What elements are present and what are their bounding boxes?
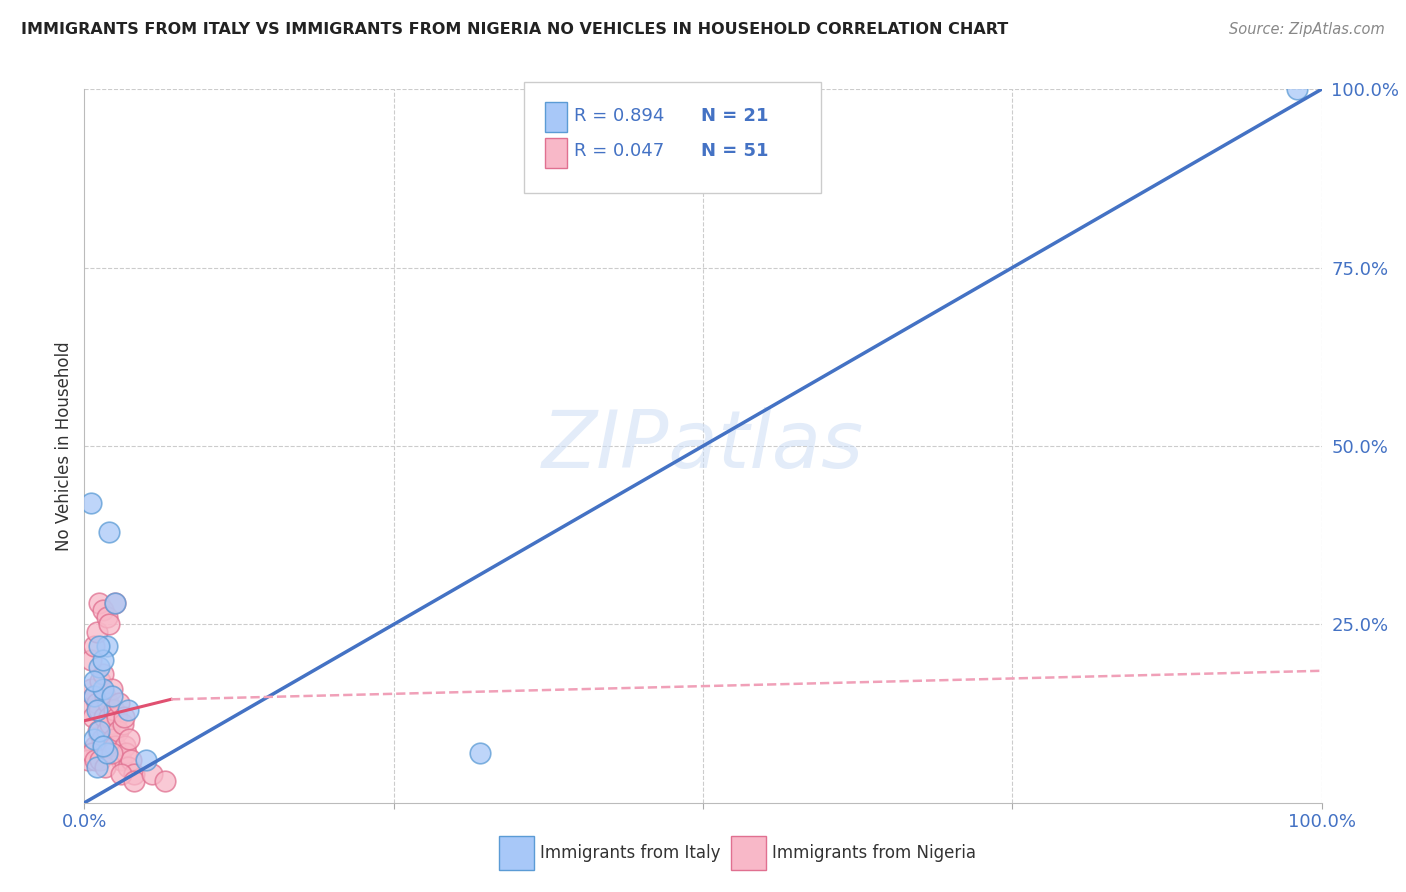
Point bbox=[91, 681, 114, 696]
Point bbox=[90, 731, 112, 746]
Text: IMMIGRANTS FROM ITALY VS IMMIGRANTS FROM NIGERIA NO VEHICLES IN HOUSEHOLD CORREL: IMMIGRANTS FROM ITALY VS IMMIGRANTS FROM… bbox=[21, 22, 1008, 37]
Point bbox=[79, 653, 101, 667]
Text: ZIPatlas: ZIPatlas bbox=[541, 407, 865, 485]
Point bbox=[103, 703, 125, 717]
Point bbox=[86, 703, 108, 717]
Point bbox=[79, 681, 101, 696]
Point bbox=[104, 596, 127, 610]
Point bbox=[83, 674, 105, 689]
Point bbox=[114, 739, 136, 753]
Point bbox=[1285, 82, 1308, 96]
Point bbox=[80, 746, 103, 760]
Point bbox=[96, 639, 118, 653]
Point bbox=[100, 689, 122, 703]
Point bbox=[135, 753, 157, 767]
Point bbox=[105, 710, 128, 724]
Text: R = 0.894: R = 0.894 bbox=[574, 107, 665, 125]
Point bbox=[104, 739, 127, 753]
Point bbox=[153, 774, 176, 789]
Point bbox=[84, 739, 107, 753]
Point bbox=[82, 710, 104, 724]
Point bbox=[110, 767, 132, 781]
Point bbox=[98, 524, 121, 539]
Point bbox=[470, 746, 492, 760]
FancyBboxPatch shape bbox=[544, 102, 567, 132]
Point bbox=[108, 696, 131, 710]
Point bbox=[86, 760, 108, 774]
Point bbox=[91, 667, 114, 681]
Point bbox=[83, 731, 105, 746]
Point bbox=[77, 753, 100, 767]
Point bbox=[91, 603, 114, 617]
Point bbox=[79, 496, 101, 510]
FancyBboxPatch shape bbox=[544, 137, 567, 168]
Point bbox=[115, 746, 138, 760]
Point bbox=[122, 774, 145, 789]
Point bbox=[94, 689, 117, 703]
Text: Immigrants from Nigeria: Immigrants from Nigeria bbox=[772, 844, 976, 862]
Point bbox=[83, 689, 105, 703]
Point bbox=[89, 753, 111, 767]
Point bbox=[98, 617, 121, 632]
Point bbox=[89, 674, 111, 689]
Point bbox=[97, 696, 120, 710]
Point bbox=[104, 596, 127, 610]
Point bbox=[100, 746, 122, 760]
Point bbox=[86, 696, 108, 710]
Point bbox=[107, 724, 129, 739]
Point bbox=[96, 610, 118, 624]
Point bbox=[89, 724, 111, 739]
Text: R = 0.047: R = 0.047 bbox=[574, 143, 665, 161]
Point bbox=[91, 653, 114, 667]
FancyBboxPatch shape bbox=[523, 82, 821, 193]
Point bbox=[101, 731, 124, 746]
Point bbox=[98, 717, 121, 731]
Point bbox=[120, 753, 142, 767]
Point bbox=[91, 739, 114, 753]
Point bbox=[84, 753, 107, 767]
Point bbox=[96, 746, 118, 760]
Text: Immigrants from Italy: Immigrants from Italy bbox=[540, 844, 720, 862]
Point bbox=[77, 703, 100, 717]
Text: N = 51: N = 51 bbox=[700, 143, 768, 161]
Point bbox=[86, 624, 108, 639]
Text: Source: ZipAtlas.com: Source: ZipAtlas.com bbox=[1229, 22, 1385, 37]
Point bbox=[112, 710, 135, 724]
Text: N = 21: N = 21 bbox=[700, 107, 768, 125]
Point bbox=[89, 703, 111, 717]
Point bbox=[110, 753, 132, 767]
Point bbox=[83, 689, 105, 703]
Point bbox=[111, 717, 134, 731]
Point bbox=[89, 639, 111, 653]
Point bbox=[118, 731, 141, 746]
Point bbox=[100, 681, 122, 696]
Point bbox=[83, 639, 105, 653]
Point bbox=[96, 724, 118, 739]
Point bbox=[89, 596, 111, 610]
Point bbox=[122, 767, 145, 781]
Point bbox=[117, 703, 139, 717]
Point bbox=[98, 710, 121, 724]
Y-axis label: No Vehicles in Household: No Vehicles in Household bbox=[55, 341, 73, 551]
Point bbox=[93, 710, 115, 724]
Point bbox=[89, 660, 111, 674]
Point bbox=[87, 724, 110, 739]
Point bbox=[117, 760, 139, 774]
Point bbox=[141, 767, 163, 781]
Point bbox=[94, 760, 117, 774]
